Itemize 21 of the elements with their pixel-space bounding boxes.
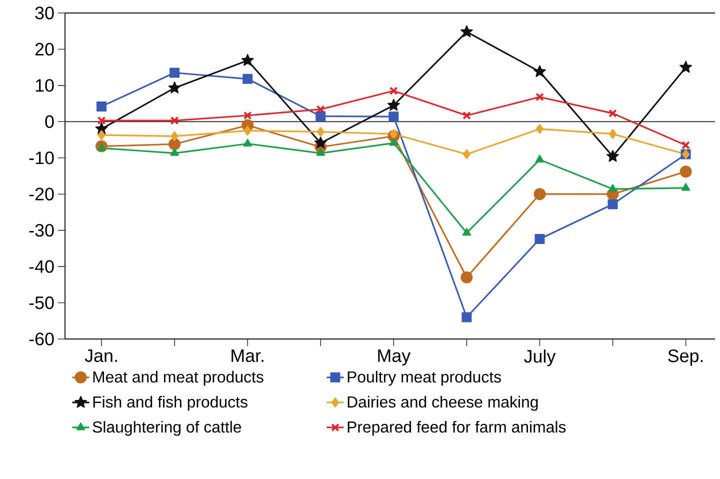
y-tick-label: 10 [36, 79, 54, 92]
y-tick-label: 0 [45, 115, 54, 128]
legend-label: Prepared feed for farm animals [348, 420, 566, 436]
x-tick-label: Sep. [668, 349, 703, 366]
x-tick-label: July [524, 350, 556, 366]
y-tick-label: 30 [35, 6, 54, 20]
legend-label: Slaughtering of cattle [92, 420, 242, 436]
y-tick-label: -50 [29, 296, 54, 310]
x-tick-label: May [378, 350, 411, 366]
y-tick-label: -40 [29, 260, 54, 273]
y-tick-label: 20 [35, 42, 54, 56]
legend-label: Meat and meat products [93, 370, 264, 386]
legend-label: Fish and fish products [93, 396, 248, 411]
y-tick-label: -20 [29, 188, 54, 200]
y-tick-label: -30 [29, 224, 54, 237]
y-tick-label: -10 [29, 152, 54, 164]
x-tick-label: Jan. [84, 350, 117, 362]
legend-label: Poultry meat products [348, 370, 501, 386]
y-tick-label: -60 [29, 332, 54, 346]
legend-label: Dairies and cheese making [348, 396, 538, 411]
x-tick-label: Mar. [232, 350, 264, 362]
